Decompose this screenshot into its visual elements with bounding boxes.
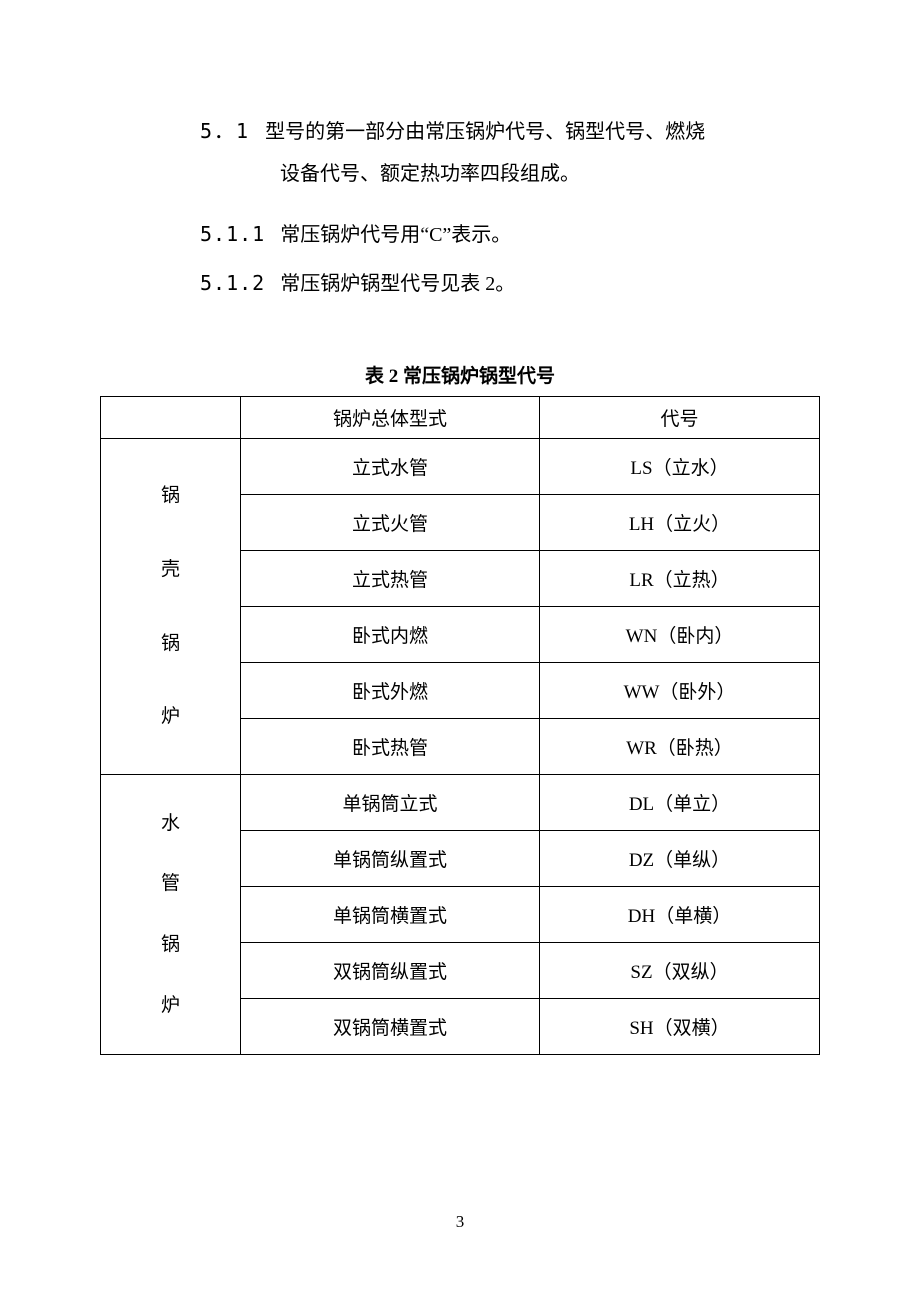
code-cell: LR（立热） (540, 551, 820, 607)
section-5-1: 5．1 型号的第一部分由常压锅炉代号、锅型代号、燃烧 设备代号、额定热功率四段组… (200, 110, 820, 195)
section-5-1-1-text: 常压锅炉代号用“C”表示。 (280, 224, 511, 246)
code-cell: DH（单横） (540, 887, 820, 943)
code-cell: SZ（双纵） (540, 943, 820, 999)
type-cell: 立式火管 (241, 495, 540, 551)
code-cell: DZ（单纵） (540, 831, 820, 887)
section-5-1-line1: 5．1 型号的第一部分由常压锅炉代号、锅型代号、燃烧 (200, 110, 820, 153)
table-header-row: 锅炉总体型式 代号 (101, 397, 820, 439)
header-category (101, 397, 241, 439)
page-number: 3 (0, 1212, 920, 1232)
table-title: 表 2 常压锅炉锅型代号 (100, 361, 820, 388)
code-cell: DL（单立） (540, 775, 820, 831)
type-cell: 单锅筒横置式 (241, 887, 540, 943)
type-cell: 卧式内燃 (241, 607, 540, 663)
section-5-1-2-number: 5.1.2 (200, 271, 265, 295)
section-5-1-1: 5.1.1 常压锅炉代号用“C”表示。 (200, 213, 820, 256)
category-label-watertube: 水 管 锅 炉 (101, 775, 240, 1054)
section-5-1-text1: 型号的第一部分由常压锅炉代号、锅型代号、燃烧 (265, 121, 705, 143)
code-cell: LH（立火） (540, 495, 820, 551)
page-content: 5．1 型号的第一部分由常压锅炉代号、锅型代号、燃烧 设备代号、额定热功率四段组… (0, 0, 920, 1055)
type-cell: 卧式热管 (241, 719, 540, 775)
category-cell-shell: 锅 壳 锅 炉 (101, 439, 241, 775)
section-5-1-1-number: 5.1.1 (200, 222, 265, 246)
section-5-1-2: 5.1.2 常压锅炉锅型代号见表 2。 (200, 262, 820, 305)
header-code: 代号 (540, 397, 820, 439)
type-cell: 立式水管 (241, 439, 540, 495)
section-5-1-number: 5．1 (200, 119, 250, 143)
code-cell: LS（立水） (540, 439, 820, 495)
code-cell: SH（双横） (540, 999, 820, 1055)
section-5-1-text2: 设备代号、额定热功率四段组成。 (280, 153, 820, 195)
type-cell: 双锅筒纵置式 (241, 943, 540, 999)
table-row: 水 管 锅 炉 单锅筒立式 DL（单立） (101, 775, 820, 831)
table-row: 锅 壳 锅 炉 立式水管 LS（立水） (101, 439, 820, 495)
type-cell: 卧式外燃 (241, 663, 540, 719)
type-cell: 双锅筒横置式 (241, 999, 540, 1055)
category-label-shell: 锅 壳 锅 炉 (101, 439, 240, 774)
header-type: 锅炉总体型式 (241, 397, 540, 439)
type-cell: 单锅筒立式 (241, 775, 540, 831)
boiler-code-table: 锅炉总体型式 代号 锅 壳 锅 炉 立式水管 LS（立水） 立式火管 (100, 396, 820, 1055)
code-cell: WN（卧内） (540, 607, 820, 663)
section-5-1-2-text: 常压锅炉锅型代号见表 2。 (280, 273, 515, 295)
category-cell-watertube: 水 管 锅 炉 (101, 775, 241, 1055)
code-cell: WR（卧热） (540, 719, 820, 775)
code-cell: WW（卧外） (540, 663, 820, 719)
type-cell: 单锅筒纵置式 (241, 831, 540, 887)
type-cell: 立式热管 (241, 551, 540, 607)
